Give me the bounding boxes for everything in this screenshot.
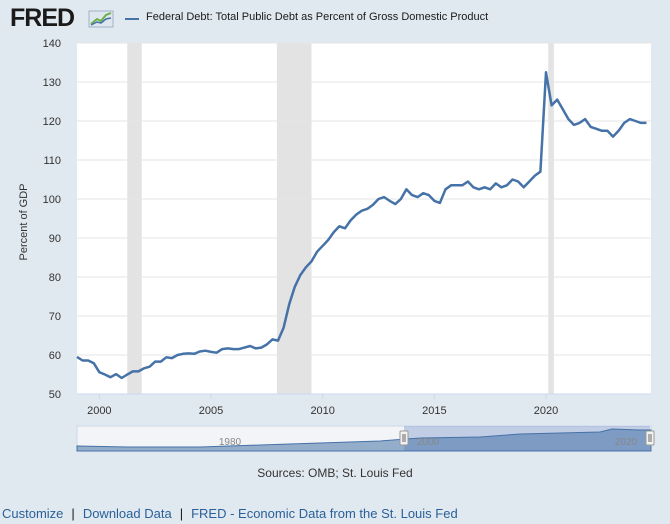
navigator-handle[interactable]: [645, 430, 655, 446]
link-separator: |: [71, 506, 75, 521]
x-tick-label: 2000: [87, 405, 111, 417]
y-tick-label: 70: [49, 311, 61, 323]
navigator-tick-label: 1980: [219, 437, 242, 448]
grid-lines: [77, 42, 651, 356]
plot-background: [77, 43, 651, 394]
y-tick-label: 80: [49, 272, 61, 284]
y-tick-label: 60: [49, 350, 61, 362]
y-tick-label: 130: [43, 77, 61, 89]
fred-home-link[interactable]: FRED - Economic Data from the St. Louis …: [191, 506, 458, 521]
y-tick-labels: 50 60 70 80 90 100 110 120 130 140: [43, 38, 61, 401]
series-layer: [76, 71, 647, 380]
y-tick-label: 90: [49, 233, 61, 245]
navigator-tick-label: 2000: [417, 437, 440, 448]
recession-band: [127, 43, 142, 394]
recession-bands: [127, 43, 554, 394]
recession-band: [276, 43, 312, 394]
footer-links: Customize | Download Data | FRED - Economic …: [2, 506, 458, 521]
y-tick-label: 100: [43, 194, 61, 206]
fred-logo[interactable]: FRED: [10, 4, 75, 32]
chart-header: FRED Federal Debt: Total Public Debt as …: [0, 0, 670, 40]
y-tick-label: 50: [49, 389, 61, 401]
series-line[interactable]: [76, 71, 647, 380]
chart-title: Federal Debt: Total Public Debt as Perce…: [146, 11, 489, 23]
y-tick-label: 120: [43, 116, 61, 128]
x-tick-label: 2010: [310, 405, 334, 417]
fred-logo-graph-icon: [88, 10, 114, 28]
y-axis-label: Percent of GDP: [18, 183, 30, 260]
range-navigator[interactable]: 1980 2000 2020: [76, 425, 655, 452]
x-tick-label: 2015: [422, 405, 446, 417]
sources-note: Sources: OMB; St. Louis Fed: [257, 466, 413, 480]
y-tick-label: 140: [43, 38, 61, 50]
recession-band: [548, 43, 554, 394]
download-data-link[interactable]: Download Data: [82, 506, 172, 521]
x-tick-labels: 2000 2005 2010 2015 2020: [77, 393, 651, 417]
link-separator: |: [179, 506, 184, 521]
navigator-tick-label: 2020: [615, 437, 638, 448]
legend-line-marker: [125, 18, 139, 20]
x-tick-label: 2020: [534, 405, 558, 417]
x-tick-label: 2005: [199, 405, 223, 417]
customize-link[interactable]: Customize: [2, 506, 64, 521]
navigator-handle[interactable]: [399, 430, 409, 446]
y-tick-label: 110: [43, 155, 61, 167]
